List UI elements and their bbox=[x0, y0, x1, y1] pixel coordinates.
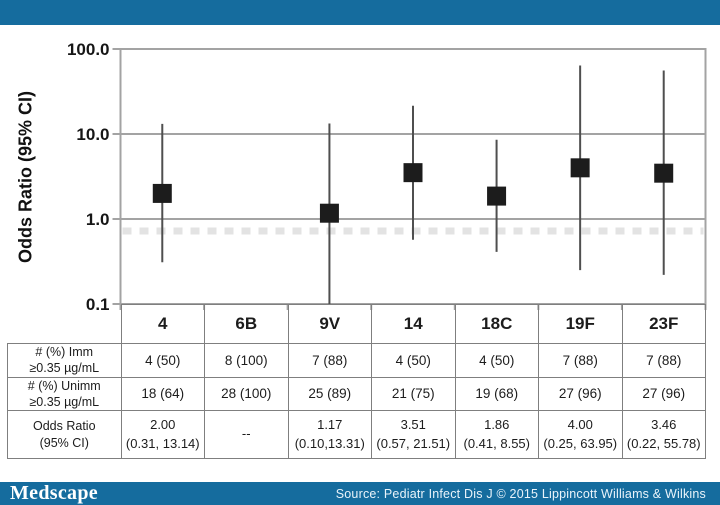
table-value-cell: -- bbox=[204, 410, 289, 459]
serotype-column-header: 9V bbox=[287, 304, 372, 344]
table-value-cell: 19 (68) bbox=[454, 376, 539, 411]
table-value-cell: 28 (100) bbox=[204, 376, 289, 411]
table-value-cell: 2.00 (0.31, 13.14) bbox=[120, 410, 205, 459]
table-value-cell: 7 (88) bbox=[538, 343, 623, 378]
odds-ratio-marker bbox=[319, 203, 339, 223]
table-value-cell: 3.51 (0.57, 21.51) bbox=[371, 410, 456, 459]
serotype-column-header: 4 bbox=[120, 304, 205, 344]
table-value-cell: 4 (50) bbox=[454, 343, 539, 378]
serotype-data-table: 4 6B 9V 14 18C 19F 23F # (%) Imm ≥0.35 µg/mL 4 (5… bbox=[7, 304, 706, 459]
table-value-cell: 18 (64) bbox=[120, 376, 205, 411]
row-label: Odds Ratio (95% CI) bbox=[7, 410, 122, 459]
odds-ratio-marker bbox=[570, 158, 590, 178]
table-row: # (%) Imm ≥0.35 µg/mL 4 (50) 8 (100) 7 (88) 4… bbox=[7, 343, 706, 378]
footer-bar: Medscape Source: Pediatr Infect Dis J © … bbox=[0, 482, 720, 505]
table-corner-spacer bbox=[8, 305, 122, 344]
table-value-cell: 8 (100) bbox=[204, 343, 289, 378]
table-value-cell: 3.46 (0.22, 55.78) bbox=[621, 410, 706, 459]
row-label: # (%) Unimm ≥0.35 µg/mL bbox=[7, 376, 122, 411]
table-value-cell: 7 (88) bbox=[621, 343, 706, 378]
odds-ratio-marker bbox=[152, 183, 172, 203]
top-banner-bar bbox=[0, 0, 720, 25]
serotype-column-header: 18C bbox=[454, 304, 539, 344]
y-axis-title: Odds Ratio (95% CI) bbox=[15, 90, 36, 264]
table-value-cell: 27 (96) bbox=[538, 376, 623, 411]
y-tick-label: 1.0 bbox=[86, 210, 110, 229]
row-label: # (%) Imm ≥0.35 µg/mL bbox=[7, 343, 122, 378]
serotype-column-header: 19F bbox=[538, 304, 623, 344]
table-value-cell: 25 (89) bbox=[287, 376, 372, 411]
source-credit: Source: Pediatr Infect Dis J © 2015 Lipp… bbox=[335, 486, 706, 501]
table-value-cell: 4 (50) bbox=[120, 343, 205, 378]
table-row: # (%) Unimm ≥0.35 µg/mL 18 (64) 28 (100) 25 … bbox=[7, 376, 706, 411]
table-value-cell: 4.00 (0.25, 63.95) bbox=[538, 410, 623, 459]
y-tick-label: 100.0 bbox=[67, 40, 110, 59]
y-tick-label: 10.0 bbox=[76, 125, 109, 144]
table-value-cell: 7 (88) bbox=[287, 343, 372, 378]
serotype-column-header: 14 bbox=[371, 304, 456, 344]
table-value-cell: 1.17 (0.10,13.31) bbox=[287, 410, 372, 459]
table-value-cell: 21 (75) bbox=[371, 376, 456, 411]
odds-ratio-marker bbox=[403, 163, 423, 183]
serotype-column-header: 6B bbox=[204, 304, 289, 344]
odds-ratio-marker bbox=[487, 186, 507, 206]
table-row: Odds Ratio (95% CI) 2.00 (0.31, 13.14) -- 1.1… bbox=[7, 410, 706, 459]
table-value-cell: 1.86 (0.41, 8.55) bbox=[454, 410, 539, 459]
table-value-cell: 27 (96) bbox=[621, 376, 706, 411]
medscape-logo: Medscape bbox=[10, 482, 98, 504]
table-value-cell: 4 (50) bbox=[371, 343, 456, 378]
serotype-column-header: 23F bbox=[621, 304, 706, 344]
odds-ratio-marker bbox=[654, 163, 674, 183]
plot-border bbox=[119, 48, 707, 305]
